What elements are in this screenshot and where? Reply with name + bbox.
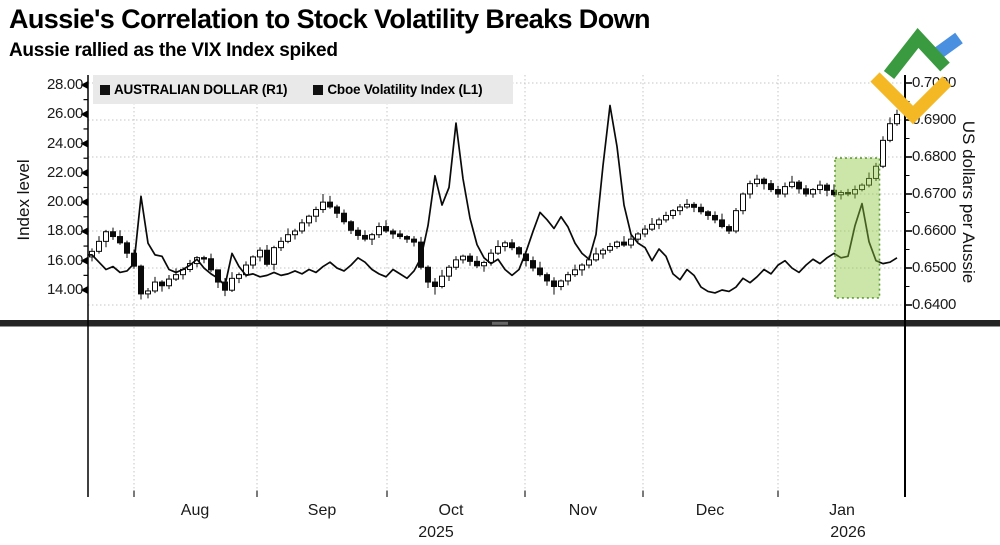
left-axis-tick-label: 28.00 (46, 76, 83, 93)
x-axis-year-label: 2026 (830, 524, 866, 541)
right-axis-tick-label: 0.6700 (912, 185, 957, 202)
left-axis-tick-label: 14.00 (46, 281, 83, 298)
candlestick-series-australian-dollar (89, 109, 900, 300)
x-axis-month-label: Dec (695, 502, 725, 519)
right-axis-tick-label: 0.6400 (912, 296, 957, 313)
axis-tick-marks (80, 81, 912, 497)
brand-logo-icon (870, 28, 963, 125)
right-axis-title: US dollars per Aussie (959, 120, 978, 284)
chart-title: Aussie's Correlation to Stock Volatility… (9, 4, 650, 34)
right-axis-tick-label: 0.6600 (912, 222, 957, 239)
panel-divider-handle[interactable] (492, 321, 508, 325)
left-axis-tick-label: 18.00 (46, 222, 83, 240)
x-axis-month-label: Oct (438, 502, 464, 519)
legend-item-vix: Cboe Volatility Index (L1) (313, 82, 483, 97)
gridlines (88, 75, 905, 497)
left-axis-tick-label: 16.00 (46, 251, 83, 269)
x-axis-month-label: Jan (829, 502, 855, 519)
right-axis-tick-label: 0.6800 (912, 148, 957, 165)
left-axis-tick-label: 24.00 (46, 134, 83, 152)
left-axis-tick-label: 26.00 (46, 105, 83, 123)
legend-label-aud: AUSTRALIAN DOLLAR (R1) (114, 82, 288, 97)
highlight-region (834, 157, 881, 299)
right-axis-tick-label: 0.6500 (912, 259, 957, 276)
chart-subtitle: Aussie rallied as the VIX Index spiked (9, 40, 338, 61)
black-square-marker-icon (100, 84, 110, 95)
left-axis-tick-label: 22.00 (46, 163, 83, 181)
right-axis-tick-label: 0.6900 (912, 111, 957, 128)
x-axis-year-label: 2025 (418, 524, 454, 541)
x-axis-month-label: Aug (180, 502, 210, 519)
legend: AUSTRALIAN DOLLAR (R1) Cboe Volatility I… (93, 75, 513, 104)
vix-line-series (88, 104, 898, 294)
left-axis-tick-label: 20.00 (46, 193, 83, 211)
black-square-marker-icon (313, 84, 324, 95)
legend-label-vix: Cboe Volatility Index (L1) (327, 82, 483, 97)
x-axis-month-label: Sep (307, 502, 337, 519)
x-axis-month-label: Nov (568, 502, 598, 519)
legend-item-aud: AUSTRALIAN DOLLAR (R1) (100, 82, 288, 97)
